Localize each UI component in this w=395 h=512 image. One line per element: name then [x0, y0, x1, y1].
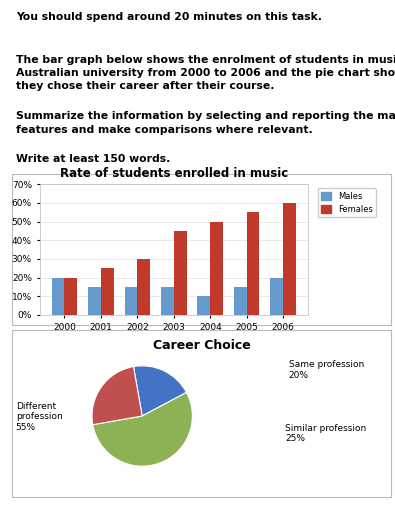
Text: Same profession
20%: Same profession 20%: [289, 360, 364, 379]
Bar: [124, 287, 137, 315]
Text: www.ieltstrainingtips.com: www.ieltstrainingtips.com: [16, 178, 143, 188]
Legend: Males, Females: Males, Females: [318, 188, 376, 217]
Wedge shape: [92, 367, 142, 425]
Bar: [52, 278, 64, 315]
Text: Summarize the information by selecting and reporting the main
features and make : Summarize the information by selecting a…: [16, 112, 395, 135]
Wedge shape: [93, 392, 192, 466]
Bar: [137, 259, 150, 315]
Text: The bar graph below shows the enrolment of students in music in an
Australian un: The bar graph below shows the enrolment …: [16, 55, 395, 91]
Wedge shape: [134, 366, 186, 416]
Text: Similar profession
25%: Similar profession 25%: [285, 424, 366, 443]
Bar: [161, 287, 174, 315]
Bar: [88, 287, 101, 315]
Bar: [247, 212, 260, 315]
Bar: [271, 278, 283, 315]
Bar: [174, 231, 186, 315]
Text: Career Choice: Career Choice: [152, 338, 250, 352]
Text: You should spend around 20 minutes on this task.: You should spend around 20 minutes on th…: [16, 12, 322, 22]
Bar: [64, 278, 77, 315]
Bar: [283, 203, 296, 315]
Bar: [210, 222, 223, 315]
Text: Different
profession
55%: Different profession 55%: [16, 402, 62, 432]
Text: Write at least 150 words.: Write at least 150 words.: [16, 155, 170, 164]
Bar: [101, 268, 114, 315]
Bar: [234, 287, 247, 315]
Bar: [198, 296, 210, 315]
Title: Rate of students enrolled in music: Rate of students enrolled in music: [60, 167, 288, 180]
